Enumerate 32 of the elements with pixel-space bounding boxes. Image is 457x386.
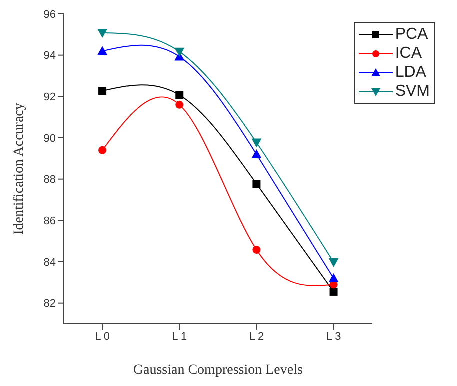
y-tick-label: 92 [44,92,56,104]
legend-label: LDA [395,64,426,82]
point [252,180,261,188]
x-tick-label: L 1 [172,330,188,343]
y-tick-label: 94 [44,50,56,62]
x-tick-label: L 3 [326,330,342,343]
point [98,146,107,154]
point [176,91,184,100]
point [98,46,108,56]
point [176,100,184,109]
y-tick-label: 84 [44,256,56,269]
point [252,246,261,254]
y-tick-label: 96 [44,8,56,21]
y-tick-label: 88 [44,174,56,186]
point [330,288,338,296]
x-tick-label: L 0 [95,330,110,343]
y-tick-label: 90 [44,132,56,145]
y-tick-label: 82 [44,298,56,310]
point [328,274,339,283]
legend-label: ICA [395,44,422,62]
x-axis-title: Gaussian Compression Levels [133,363,303,378]
y-tick-label: 86 [44,216,56,228]
y-axis-title: Identification Accuracy [12,103,27,235]
point [252,150,262,159]
point [328,258,339,268]
legend-label: SVM [395,82,430,100]
point [174,48,185,57]
point [98,87,107,96]
point [252,138,262,148]
legend-label: PCA [395,26,428,44]
x-tick-label: L 2 [249,330,264,343]
point [98,29,108,38]
